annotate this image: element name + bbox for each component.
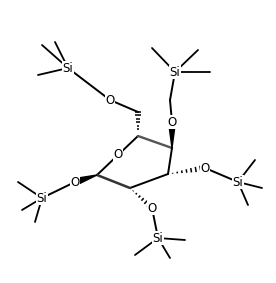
Text: O: O	[147, 201, 156, 215]
Text: O: O	[113, 149, 123, 162]
Text: O: O	[70, 175, 79, 188]
Text: O: O	[200, 162, 210, 175]
Text: Si: Si	[153, 231, 163, 245]
Polygon shape	[74, 175, 97, 185]
Text: Si: Si	[37, 192, 47, 205]
Text: O: O	[105, 93, 115, 106]
Polygon shape	[169, 122, 176, 148]
Text: Si: Si	[63, 61, 73, 74]
Text: O: O	[167, 115, 177, 128]
Text: Si: Si	[233, 175, 243, 188]
Text: Si: Si	[170, 65, 181, 78]
